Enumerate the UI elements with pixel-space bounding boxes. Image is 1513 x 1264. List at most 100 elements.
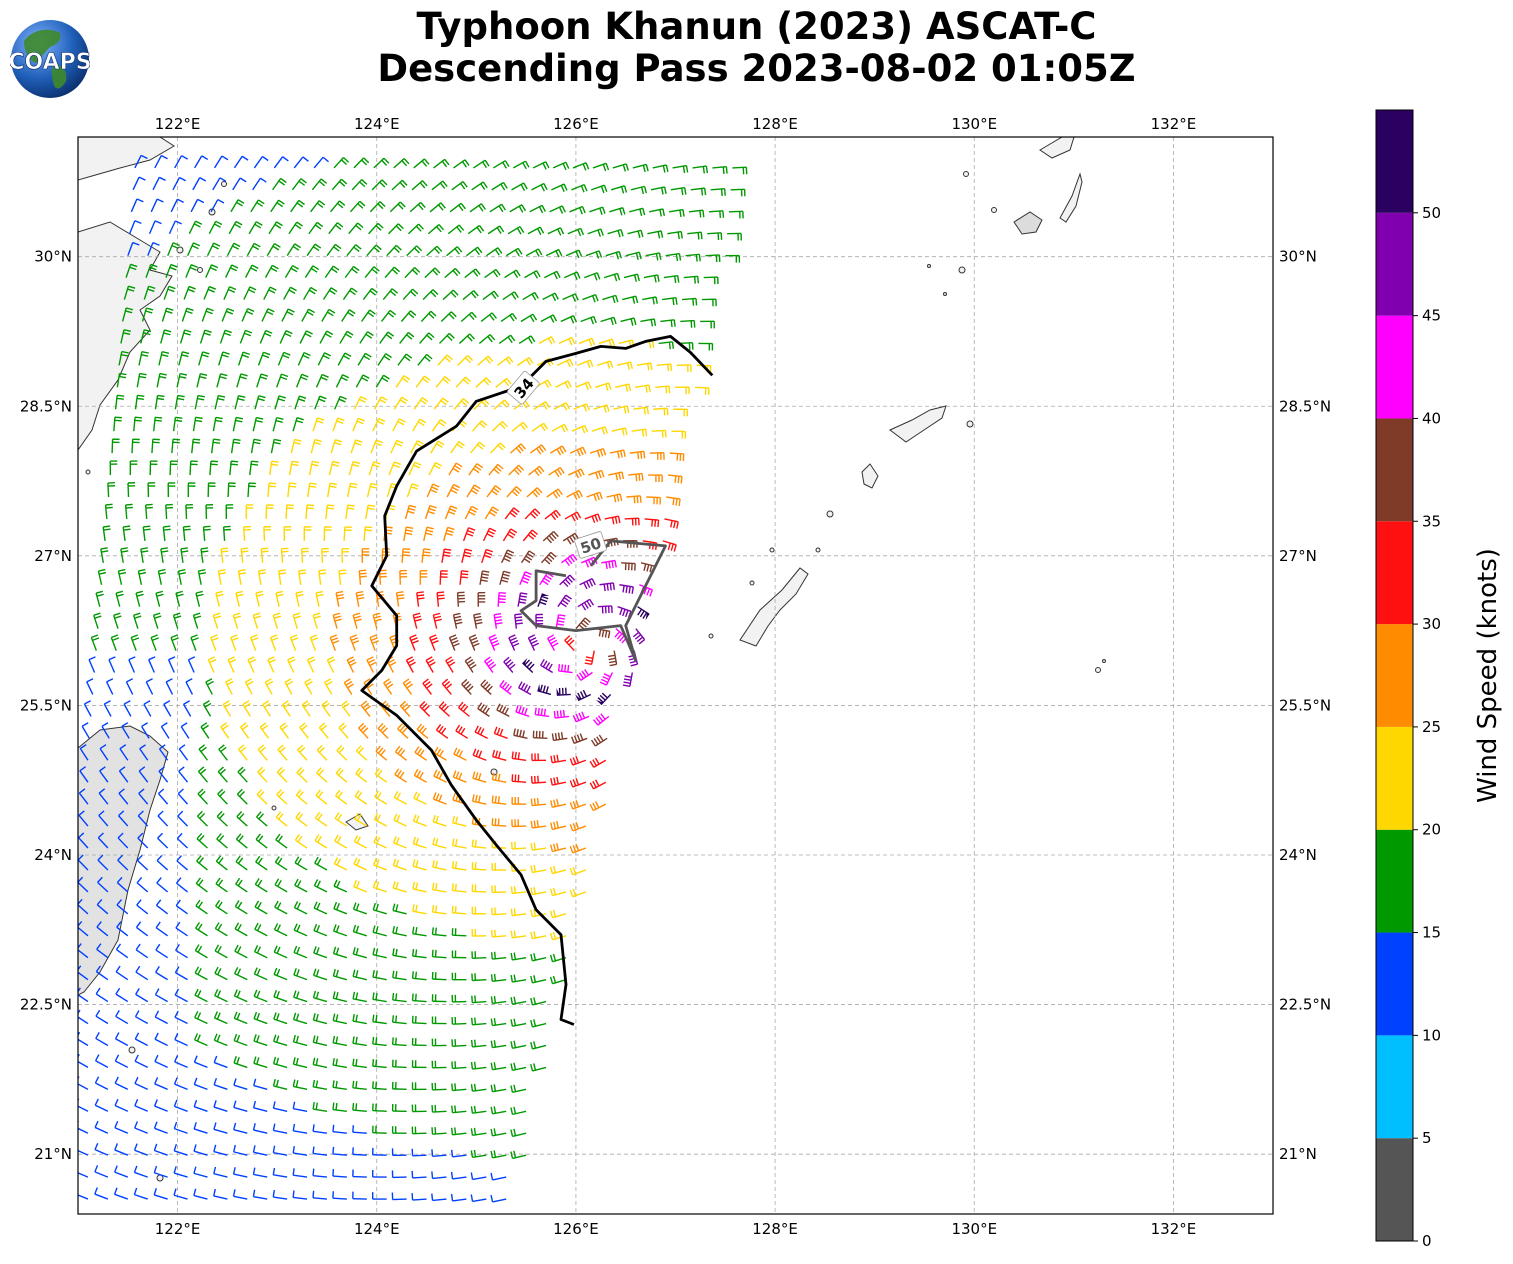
wind-barb [372,1147,387,1156]
wind-barb [263,525,272,541]
wind-barb [395,591,405,607]
wind-barb [196,832,208,849]
wind-barb [205,678,214,695]
wind-barb [490,1150,507,1159]
wind-barb [300,547,309,563]
wind-barb [167,482,176,498]
wind-barb [217,766,228,783]
wind-barb [585,250,603,259]
wind-barb [175,944,188,959]
wind-barb [373,858,387,871]
wind-barb [155,966,168,981]
wind-barb [357,352,372,366]
wind-barb [361,548,370,563]
wind-barb [662,296,678,306]
lat-tick-label-right: 25.5°N [1279,696,1331,714]
wind-barb [218,351,230,366]
colorbar-tick-label: 5 [1422,1129,1432,1147]
wind-barb [191,438,201,454]
wind-barb [134,394,145,410]
wind-barb [265,504,274,519]
wind-barb [549,975,567,985]
wind-barb [690,187,707,196]
wind-barb [217,569,227,585]
wind-barb [267,482,277,498]
wind-barb [292,1012,308,1025]
wind-barb [352,1147,367,1156]
wind-barb [642,296,658,305]
wind-barb [626,495,642,504]
wind-barb [295,373,309,388]
wind-barb [589,206,606,215]
wind-barb [611,427,628,436]
wind-barb [267,656,276,673]
wind-barb [573,403,590,412]
wind-barb [195,877,208,893]
wind-barb [321,547,329,563]
wind-barb [189,460,198,476]
wind-barb [232,1189,248,1200]
wind-barb [151,438,160,454]
colorbar-tick-label: 45 [1422,307,1441,325]
wind-barb [348,222,364,235]
wind-barb [446,483,461,498]
wind-barb [342,287,358,300]
wind-barb [444,505,458,520]
wind-barb [116,899,129,915]
colorbar-frame [1375,109,1414,1242]
wind-barb [314,811,328,827]
wind-barb [688,209,705,218]
wind-barb [222,700,232,717]
wind-barb [490,995,507,1005]
wind-barb [352,947,367,959]
wind-barb [272,1145,288,1156]
wind-barb [303,526,312,541]
wind-barb [518,335,536,345]
wind-barb [114,1054,129,1069]
wind-barb [491,772,507,783]
wind-barb [531,422,549,432]
wind-barb [83,700,92,717]
wind-barb [178,766,189,783]
wind-barb [199,329,212,344]
wind-barb [332,1169,347,1178]
wind-barb [351,179,368,191]
wind-barb [392,881,407,893]
wind-barb [620,317,637,326]
wind-barb [114,1032,129,1047]
wind-barb [148,656,156,673]
wind-barb [435,724,449,739]
wind-barb [471,181,488,191]
wind-barb [287,482,297,498]
wind-barb [498,334,516,344]
wind-barb [673,408,688,417]
wind-barb [294,856,308,871]
wind-barb [644,518,660,528]
wind-barb [170,198,184,213]
wind-barb [193,1122,208,1134]
wind-barb [225,504,234,519]
wind-barb [150,634,160,651]
wind-barb [321,308,336,322]
wind-barb [407,223,424,235]
wind-barb [157,788,169,805]
colorbar-tick-label: 50 [1422,204,1441,222]
wind-barb [569,205,586,215]
wind-barb [181,307,194,322]
wind-barb [452,815,467,827]
wind-barb [317,352,332,366]
wind-barb [568,468,585,479]
wind-barb [411,1148,427,1157]
kyushu-tip [1039,137,1075,159]
wind-barb [544,270,561,280]
wind-barb [273,967,288,981]
wind-barb [587,228,604,237]
wind-barb [493,399,510,410]
wind-barb [230,634,239,651]
wind-barb [358,569,367,585]
wind-barb [575,381,592,390]
wind-barb [237,766,248,783]
wind-barb [431,927,447,937]
wind-barb [244,264,259,278]
wind-barb [372,902,387,915]
